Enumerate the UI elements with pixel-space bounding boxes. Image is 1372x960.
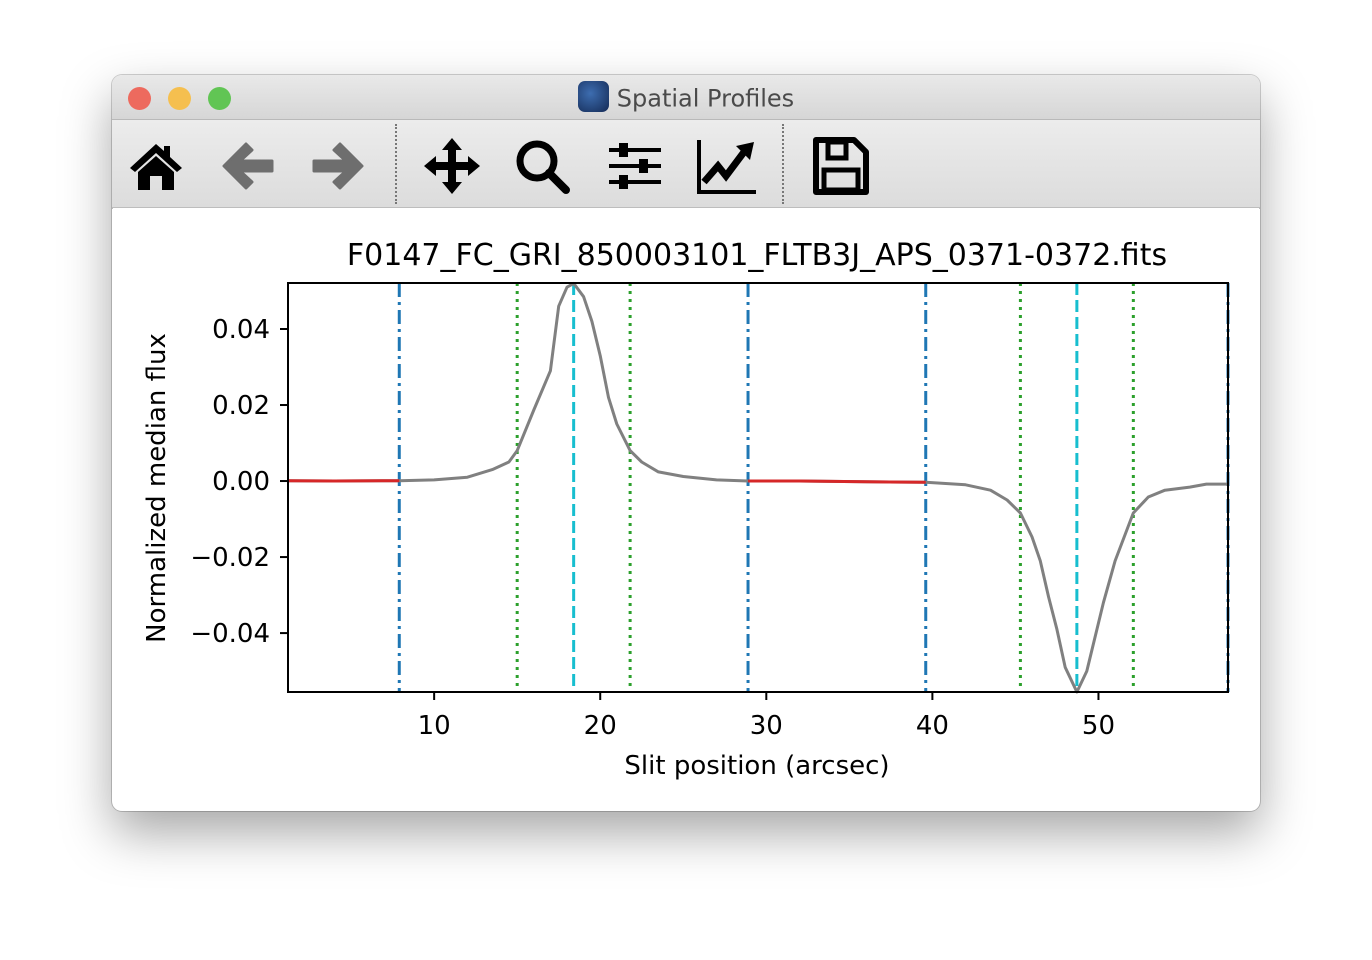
window-title: Spatial Profiles	[112, 81, 1260, 115]
background-segment	[748, 479, 926, 484]
chart-title: F0147_FC_GRI_850003101_FLTB3J_APS_0371-0…	[347, 238, 1167, 273]
navigation-toolbar	[112, 120, 1260, 209]
zoom-button[interactable]	[208, 87, 231, 110]
back-arrow-icon[interactable]	[218, 136, 278, 196]
home-icon[interactable]	[126, 136, 186, 196]
edit-axis-chart-icon[interactable]	[696, 136, 756, 196]
y-tick-label: 0.02	[212, 391, 270, 421]
y-tick-label: −0.04	[190, 619, 270, 649]
x-tick-label: 50	[1082, 711, 1115, 741]
forward-arrow-icon[interactable]	[308, 136, 368, 196]
x-tick-label: 10	[418, 711, 451, 741]
x-axis-label: Slit position (arcsec)	[624, 751, 889, 781]
toolbar-separator	[395, 124, 397, 204]
y-tick-label: 0.04	[212, 315, 270, 345]
window-title-text: Spatial Profiles	[616, 84, 795, 113]
save-floppy-icon[interactable]	[810, 136, 870, 196]
y-tick-label: −0.02	[190, 543, 270, 573]
y-tick-label: 0.00	[212, 467, 270, 497]
pan-move-icon[interactable]	[422, 136, 482, 196]
profile-line	[287, 281, 1228, 694]
zoom-magnifier-icon[interactable]	[512, 136, 572, 196]
spatial-profiles-window: Spatial Profiles	[112, 75, 1260, 811]
y-axis-label: Normalized median flux	[142, 333, 172, 643]
app-icon	[577, 81, 609, 112]
x-tick-label: 40	[916, 711, 949, 741]
title-bar: Spatial Profiles	[112, 75, 1260, 120]
x-tick-label: 30	[750, 711, 783, 741]
x-tick-label: 20	[584, 711, 617, 741]
figure-canvas[interactable]: F0147_FC_GRI_850003101_FLTB3J_APS_0371-0…	[113, 208, 1259, 810]
subplot-sliders-icon[interactable]	[605, 136, 665, 196]
toolbar-separator	[782, 124, 784, 204]
spatial-profile-chart[interactable]: F0147_FC_GRI_850003101_FLTB3J_APS_0371-0…	[113, 208, 1259, 810]
close-button[interactable]	[128, 87, 151, 110]
axes-frame	[287, 282, 1229, 693]
axis-ticks: 10 20 30 40 50 −0.04 −0.02 0.00 0.02 0.04	[190, 315, 1115, 741]
minimize-button[interactable]	[168, 87, 191, 110]
plot-area	[287, 281, 1230, 694]
